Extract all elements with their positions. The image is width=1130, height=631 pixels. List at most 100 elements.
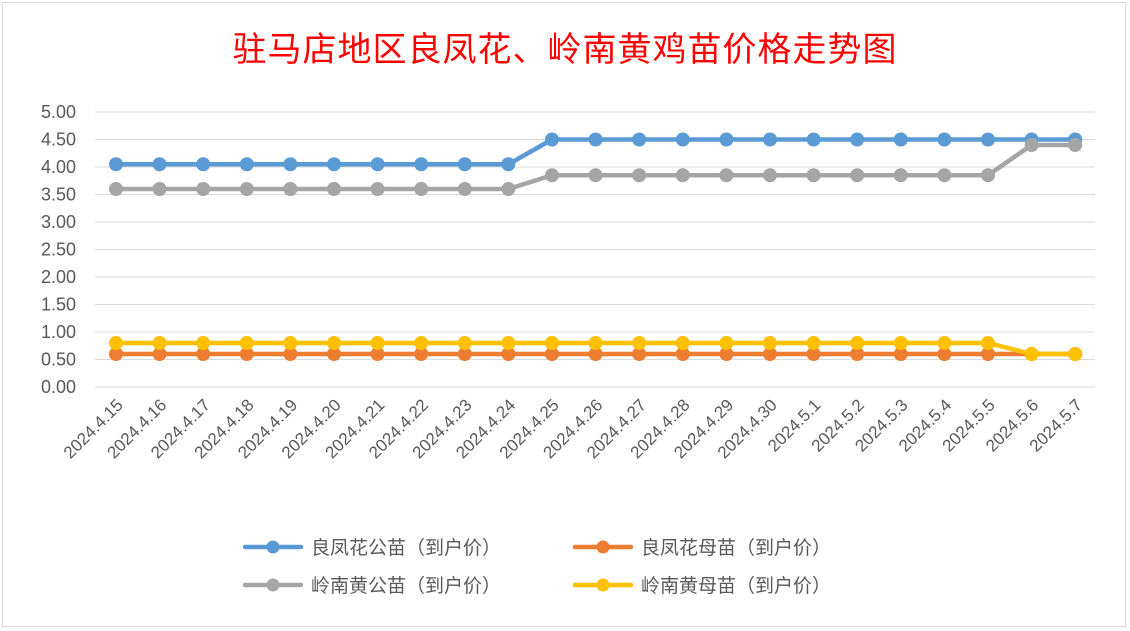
data-point [981, 168, 995, 183]
data-point [1024, 138, 1039, 152]
data-point [850, 336, 865, 350]
data-point [893, 336, 908, 350]
legend-label: 良凤花公苗（到户价） [311, 537, 501, 559]
data-point [370, 336, 385, 350]
y-tick-label: 0.50 [41, 350, 76, 370]
data-point [632, 168, 647, 183]
legend-swatch-marker [266, 578, 280, 592]
data-point [152, 157, 167, 172]
data-point [632, 336, 647, 350]
y-tick-label: 1.50 [41, 295, 76, 315]
y-tick-label: 4.50 [41, 130, 76, 150]
series-4 [109, 336, 1083, 361]
data-point [283, 182, 298, 196]
data-point [545, 336, 559, 350]
data-point [545, 168, 559, 183]
y-tick-label: 1.00 [41, 322, 76, 342]
data-point [196, 182, 211, 196]
data-point [893, 132, 908, 147]
data-point [632, 132, 647, 147]
data-point [501, 182, 516, 196]
data-point [675, 132, 690, 147]
data-point [588, 336, 603, 350]
data-point [239, 336, 254, 350]
data-point [109, 336, 123, 350]
data-point [457, 182, 472, 196]
series-lines [109, 132, 1083, 361]
chart-title: 驻马店地区良凤花、岭南黄鸡苗价格走势图 [232, 30, 898, 70]
data-point [152, 336, 167, 350]
legend-item-1: 良凤花公苗（到户价） [242, 537, 501, 559]
data-point [937, 132, 952, 147]
data-point [501, 157, 516, 172]
data-point [850, 132, 865, 147]
data-point [327, 336, 341, 350]
data-point [1068, 347, 1083, 361]
data-point [719, 168, 734, 183]
data-point [501, 336, 516, 350]
y-tick-label: 2.50 [41, 240, 76, 260]
data-point [937, 168, 952, 183]
data-point [370, 182, 385, 196]
data-point [239, 157, 254, 172]
data-point [109, 182, 123, 196]
data-point [893, 168, 908, 183]
data-point [981, 132, 995, 147]
data-point [457, 336, 472, 350]
y-tick-label: 0.00 [41, 377, 76, 397]
data-point [763, 168, 777, 183]
data-point [675, 336, 690, 350]
data-point [937, 336, 952, 350]
data-point [719, 336, 734, 350]
data-point [283, 157, 298, 172]
data-point [806, 132, 821, 147]
data-point [806, 336, 821, 350]
data-point [152, 182, 167, 196]
data-point [850, 168, 865, 183]
x-axis-ticks: 2024.4.152024.4.162024.4.172024.4.182024… [60, 395, 1086, 462]
y-tick-label: 4.00 [41, 157, 76, 177]
data-point [763, 132, 777, 147]
data-point [588, 132, 603, 147]
legend-item-3: 岭南黄公苗（到户价） [242, 575, 501, 597]
data-point [763, 336, 777, 350]
data-point [675, 168, 690, 183]
data-point [370, 157, 385, 172]
data-point [1068, 138, 1083, 152]
data-point [109, 157, 123, 172]
y-tick-label: 3.50 [41, 185, 76, 205]
legend-item-4: 岭南黄母苗（到户价） [572, 575, 831, 597]
gridlines [95, 111, 1095, 388]
data-point [719, 132, 734, 147]
data-point [414, 182, 429, 196]
legend-label: 良凤花母苗（到户价） [641, 537, 831, 559]
series-1 [109, 132, 1083, 172]
legend-label: 岭南黄公苗（到户价） [311, 575, 501, 597]
data-point [196, 157, 211, 172]
y-tick-label: 3.00 [41, 212, 76, 232]
y-tick-label: 5.00 [41, 102, 76, 122]
data-point [588, 168, 603, 183]
legend-swatch-marker [596, 578, 610, 592]
legend-swatch-marker [266, 540, 280, 554]
data-point [283, 336, 298, 350]
y-tick-label: 2.00 [41, 267, 76, 287]
legend-item-2: 良凤花母苗（到户价） [572, 537, 831, 559]
data-point [327, 182, 341, 196]
data-point [806, 168, 821, 183]
data-point [239, 182, 254, 196]
y-axis-ticks: 0.00 0.50 1.00 1.50 2.00 2.50 3.00 3.50 4.00 4.50… [41, 102, 76, 397]
legend-swatch-marker [596, 540, 610, 554]
data-point [414, 336, 429, 350]
data-point [981, 336, 995, 350]
legend: 良凤花公苗（到户价） 良凤花母苗（到户价） 岭南黄公苗（到户价） 岭南黄母苗（到户价） [242, 537, 831, 597]
data-point [327, 157, 341, 172]
series-3 [109, 138, 1083, 196]
data-point [545, 132, 559, 147]
data-point [457, 157, 472, 172]
data-point [414, 157, 429, 172]
data-point [1024, 347, 1039, 361]
legend-label: 岭南黄母苗（到户价） [641, 575, 831, 597]
